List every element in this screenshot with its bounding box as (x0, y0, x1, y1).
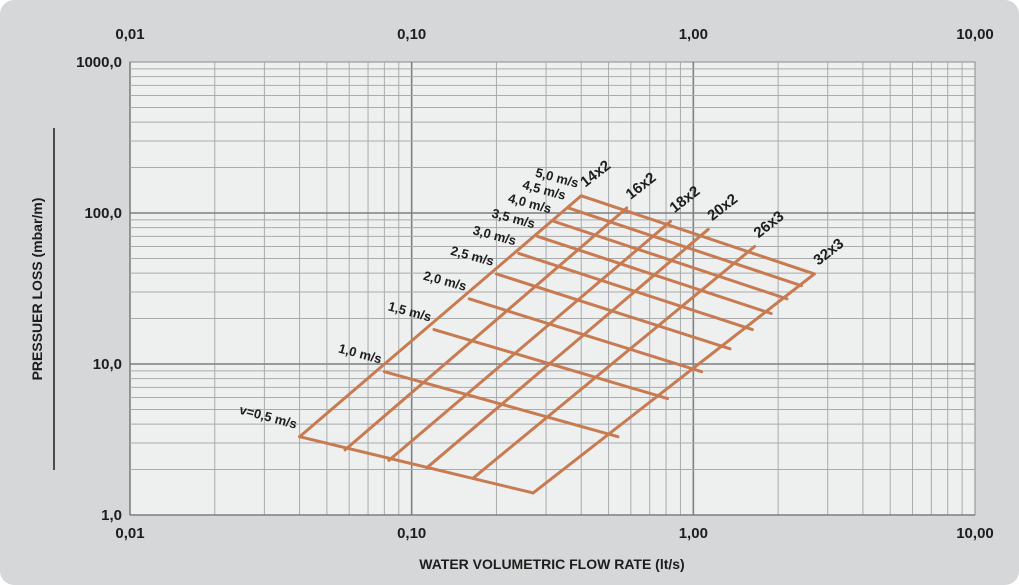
x-tick-label-top: 0,10 (397, 26, 426, 43)
x-tick-label-bottom: 10,00 (956, 525, 994, 542)
x-tick-label-bottom: 1,00 (679, 525, 708, 542)
velocity-line (298, 435, 535, 495)
y-tick-label: 100,0 (84, 205, 122, 222)
y-tick-label: 1,0 (101, 507, 122, 524)
x-axis-title: WATER VOLUMETRIC FLOW RATE (lt/s) (419, 556, 684, 572)
x-tick-label-bottom: 0,01 (115, 525, 144, 542)
y-tick-label: 1000,0 (76, 54, 122, 71)
x-tick-label-top: 0,01 (115, 26, 144, 43)
y-tick-label: 10,0 (93, 356, 122, 373)
chart-lines (298, 194, 816, 495)
tick-labels: 0,01 0,10 1,00 10,00 0,01 0,10 1,00 10,00 1,0 10,… (76, 26, 994, 542)
grid (129, 62, 975, 516)
velocity-line (579, 194, 816, 276)
pipe-line (387, 219, 673, 462)
pipe-line (425, 227, 710, 470)
pipe-line (531, 272, 816, 495)
x-tick-label-top: 10,00 (956, 26, 994, 43)
pipe-line (343, 206, 629, 452)
y-axis-title: PRESSUER LOSS (mbar/m) (29, 198, 45, 381)
x-tick-label-bottom: 0,10 (397, 525, 426, 542)
velocity-line (566, 206, 803, 288)
pipe-line (471, 244, 757, 480)
plot-area (129, 61, 976, 516)
pipe-line (298, 194, 583, 439)
x-tick-label-top: 1,00 (679, 26, 708, 43)
